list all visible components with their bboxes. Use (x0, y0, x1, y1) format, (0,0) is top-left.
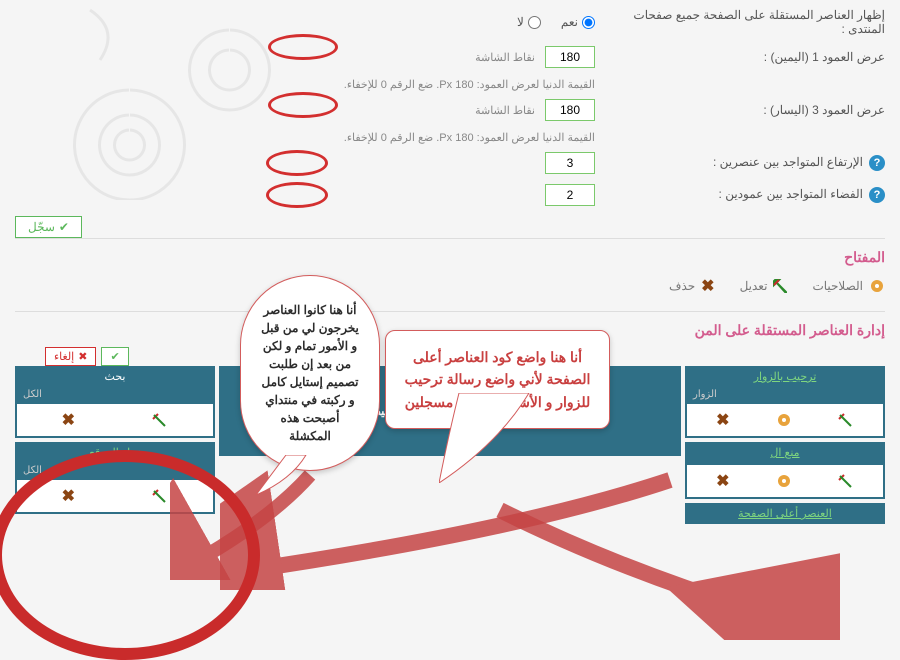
widget-block[interactable]: منع ال ✖ (685, 442, 885, 499)
gear-icon[interactable] (776, 473, 792, 489)
speech-bubble-red: أنا هنا واضع كود العناصر أعلى الصفحة لأن… (385, 330, 610, 429)
edit-icon[interactable] (152, 489, 168, 503)
radio-group-show: نعم لا (517, 15, 595, 29)
legend-delete: ✖ حذف (669, 276, 715, 296)
widget-title[interactable]: ترحيب بالزوار (754, 371, 817, 383)
edit-icon[interactable] (152, 413, 168, 427)
delete-icon[interactable]: ✖ (716, 471, 729, 491)
ok-button[interactable]: ✔ (101, 347, 128, 366)
label-col3: عرض العمود 3 (اليسار) : (605, 103, 885, 117)
widget-sub: الزوار (685, 387, 885, 402)
gear-icon[interactable] (776, 412, 792, 428)
delete-icon[interactable]: ✖ (716, 410, 729, 430)
unit-col1: نقاط الشاشة (475, 51, 535, 64)
hint-col3: القيمة الدنيا لعرض العمود: 180 Px. ضع ال… (15, 131, 595, 144)
label-show-all: إظهار العناصر المستقلة على الصفحة جميع ص… (605, 8, 885, 36)
legend-edit: تعديل (740, 279, 788, 293)
delete-icon[interactable]: ✖ (62, 410, 75, 430)
divider (15, 238, 885, 239)
row-col3: عرض العمود 3 (اليسار) : نقاط الشاشة (15, 99, 885, 121)
label-col1: عرض العمود 1 (اليمين) : (605, 50, 885, 64)
row-height: ?الإرتفاع المتواجد بين عنصرين : (15, 152, 885, 174)
legend-title: المفتاح (15, 249, 885, 266)
speech-bubble-dark: أنا هنا كانوا العناصر يخرجون لي من قبل و… (240, 275, 380, 471)
arrow-annotation (460, 500, 840, 640)
gear-icon (869, 278, 885, 294)
widget-title[interactable]: منع ال (770, 447, 799, 459)
radio-yes[interactable] (582, 16, 595, 29)
x-icon: ✖ (701, 276, 714, 296)
edit-icon[interactable] (838, 413, 854, 427)
row-show-all: إظهار العناصر المستقلة على الصفحة جميع ص… (15, 8, 885, 36)
label-space: ?الفضاء المتواجد بين عمودين : (605, 187, 885, 203)
row-col1: عرض العمود 1 (اليمين) : نقاط الشاشة (15, 46, 885, 68)
input-col1-width[interactable] (545, 46, 595, 68)
widget-title[interactable]: زوار الموقع (89, 447, 141, 459)
bubble-tail-icon (439, 393, 579, 483)
row-space: ?الفضاء المتواجد بين عمودين : (15, 184, 885, 206)
input-col3-width[interactable] (545, 99, 595, 121)
cancel-button[interactable]: ✖ إلغاء (45, 347, 96, 366)
help-icon[interactable]: ? (869, 155, 885, 171)
bubble-tail-icon (256, 455, 316, 495)
input-space[interactable] (545, 184, 595, 206)
pencil-icon (773, 279, 787, 293)
edit-icon[interactable] (838, 474, 854, 488)
radio-yes-label[interactable]: نعم (561, 15, 595, 29)
divider2 (15, 311, 885, 312)
widget-search[interactable]: بحث الكل ✖ (15, 366, 215, 438)
input-height[interactable] (545, 152, 595, 174)
legend-row: الصلاحيات تعديل ✖ حذف (15, 276, 885, 296)
help-icon[interactable]: ? (869, 187, 885, 203)
unit-col3: نقاط الشاشة (475, 104, 535, 117)
radio-no-label[interactable]: لا (517, 15, 541, 29)
radio-no[interactable] (528, 16, 541, 29)
delete-icon[interactable]: ✖ (62, 486, 75, 506)
widget-sub: الكل (15, 387, 215, 402)
label-height: ?الإرتفاع المتواجد بين عنصرين : (605, 155, 885, 171)
hint-col1: القيمة الدنيا لعرض العمود: 180 Px. ضع ال… (15, 78, 595, 91)
legend-perms: الصلاحيات (812, 278, 885, 294)
save-button[interactable]: ✔ سجّل (15, 216, 82, 238)
widget-welcome[interactable]: ترحيب بالزوار الزوار ✖ (685, 366, 885, 438)
widget-title: بحث (15, 366, 215, 387)
